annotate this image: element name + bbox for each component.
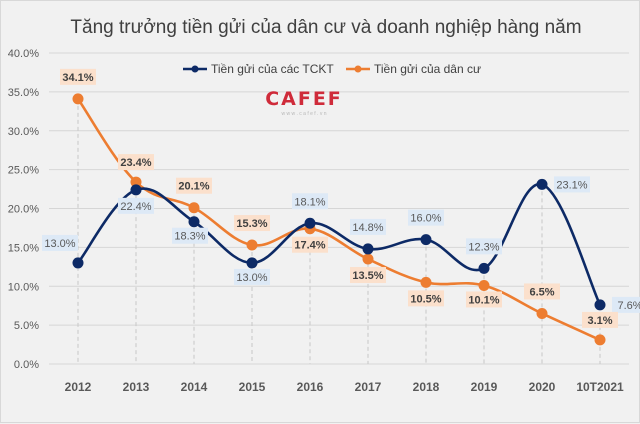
data-point	[130, 184, 142, 196]
y-tick-label: 25.0%	[8, 165, 39, 177]
x-tick-label: 2019	[471, 380, 498, 394]
data-label-bg	[466, 291, 502, 308]
data-label: 13.0%	[44, 238, 75, 250]
data-label-bg	[292, 236, 328, 253]
cafef-logo: CAFEF	[265, 88, 343, 110]
cafef-url: w w w . c a f e f . v n	[281, 111, 326, 117]
data-label-bg	[408, 209, 444, 226]
data-label: 14.8%	[352, 222, 383, 234]
data-label-bg	[60, 68, 96, 85]
series-line	[76, 183, 602, 306]
data-point	[478, 279, 490, 291]
legend: Tiền gửi của các TCKT Tiền gửi của dân cư	[183, 62, 481, 76]
data-label: 12.3%	[468, 241, 499, 253]
cafef-watermark: CAFEF w w w . c a f e f . v n	[265, 88, 343, 117]
data-label: 3.1%	[587, 315, 612, 327]
x-tick-label: 2013	[123, 380, 150, 394]
y-tick-label: 0.0%	[14, 359, 39, 371]
x-tick-label: 2015	[239, 380, 266, 394]
series-line	[76, 98, 601, 342]
data-point	[420, 276, 432, 288]
data-point	[594, 299, 606, 311]
data-point	[188, 216, 200, 228]
data-label: 20.1%	[178, 181, 209, 193]
legend-marker	[191, 65, 199, 73]
data-label-bg	[350, 267, 386, 284]
series-lines	[72, 93, 606, 346]
data-label: 22.4%	[120, 201, 151, 213]
data-point	[246, 239, 258, 251]
y-tick-label: 35.0%	[8, 87, 39, 99]
y-axis: 0.0% 5.0% 10.0% 15.0% 20.0% 25.0% 30.0% 35.0% 40…	[8, 48, 39, 371]
data-label-bg	[524, 283, 560, 300]
data-point	[362, 253, 374, 265]
legend-label: Tiền gửi của dân cư	[374, 62, 481, 76]
data-point	[130, 176, 142, 188]
data-label: 10.5%	[410, 293, 441, 305]
data-label-bg	[554, 176, 590, 193]
data-label: 17.4%	[294, 240, 325, 252]
data-label-bg	[408, 290, 444, 307]
data-label-bg	[234, 268, 270, 285]
data-label: 34.1%	[62, 72, 93, 84]
chart-title: Tăng trưởng tiền gửi của dân cư và doanh…	[70, 17, 581, 38]
data-label: 13.5%	[352, 270, 383, 282]
data-label-bg	[42, 234, 78, 251]
data-label: 15.3%	[236, 218, 267, 230]
x-tick-label: 2017	[355, 380, 382, 394]
legend-label: Tiền gửi của các TCKT	[211, 62, 334, 76]
data-point	[72, 257, 84, 269]
data-label: 18.1%	[294, 196, 325, 208]
data-label: 6.5%	[529, 286, 554, 298]
data-label: 10.1%	[468, 294, 499, 306]
x-tick-label: 2016	[297, 380, 324, 394]
data-point	[362, 243, 374, 255]
data-point	[72, 93, 84, 105]
y-tick-label: 5.0%	[14, 320, 39, 332]
data-label-bg	[234, 215, 270, 232]
data-label-bg	[292, 193, 328, 210]
y-tick-label: 15.0%	[8, 242, 39, 254]
data-point	[536, 307, 548, 319]
data-labels: 13.0% 22.4% 18.3% 13.0% 18.1% 14.8% 16.0% 12.3%…	[42, 68, 640, 328]
x-tick-label: 2014	[181, 380, 208, 394]
data-point	[304, 217, 316, 229]
x-tick-label: 2018	[413, 380, 440, 394]
y-tick-label: 30.0%	[8, 126, 39, 138]
data-point	[594, 334, 606, 346]
data-label: 23.1%	[556, 179, 587, 191]
x-tick-label: 2020	[529, 380, 556, 394]
y-tick-label: 40.0%	[8, 48, 39, 60]
data-label: 23.4%	[120, 157, 151, 169]
data-label-bg	[172, 227, 208, 244]
data-label: 7.6%	[617, 300, 640, 312]
x-tick-label: 10T2021	[576, 380, 624, 394]
data-label-bg	[118, 154, 154, 171]
y-tick-label: 20.0%	[8, 204, 39, 216]
data-label-bg	[176, 177, 212, 194]
data-label-bg	[118, 197, 154, 214]
y-tick-label: 10.0%	[8, 281, 39, 293]
data-label-bg	[350, 218, 386, 235]
x-axis: 2012 2013 2014 2015 2016 2017 2018 2019 2020 10T2…	[65, 380, 624, 394]
data-label-bg	[582, 311, 618, 328]
data-label: 16.0%	[410, 213, 441, 225]
data-label-bg	[612, 296, 640, 313]
data-point	[420, 234, 432, 246]
data-point	[188, 202, 200, 214]
data-point	[536, 178, 548, 190]
data-label: 13.0%	[236, 272, 267, 284]
data-label-bg	[466, 238, 502, 255]
data-point	[246, 257, 258, 269]
data-point	[478, 262, 490, 274]
data-label: 18.3%	[174, 231, 205, 243]
legend-marker	[354, 65, 362, 73]
x-tick-label: 2012	[65, 380, 92, 394]
